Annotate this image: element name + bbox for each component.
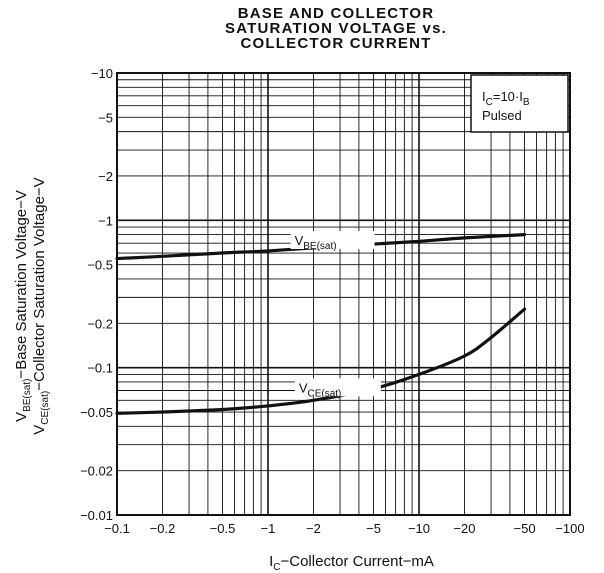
y-axis-label-line-1: VBE(sat)−Base Saturation Voltage−V bbox=[13, 190, 33, 422]
y-tick-labels: −0.01 −0.02 −0.05 −0.1 −0.2 −0.5 −1 −2 −5 −10 bbox=[80, 66, 113, 523]
x-tick-label: −50 bbox=[514, 521, 536, 536]
x-axis-label: IC−Collector Current−mA bbox=[269, 553, 434, 573]
x-tick-label: −1 bbox=[261, 521, 276, 536]
y-tick-label: −5 bbox=[98, 110, 113, 125]
y-tick-label: −0.01 bbox=[80, 508, 113, 523]
x-tick-label: −5 bbox=[366, 521, 381, 536]
x-tick-label: −0.2 bbox=[150, 521, 176, 536]
grid bbox=[117, 73, 570, 515]
y-tick-label: −0.05 bbox=[80, 405, 113, 420]
y-tick-label: −0.5 bbox=[87, 258, 113, 273]
x-tick-label: −0.5 bbox=[210, 521, 236, 536]
x-tick-label: −100 bbox=[555, 521, 584, 536]
curves: VBE(sat)VCE(sat) bbox=[117, 231, 525, 413]
y-tick-label: −1 bbox=[98, 213, 113, 228]
y-tick-label: −0.2 bbox=[87, 316, 113, 331]
x-tick-label: −0.1 bbox=[104, 521, 130, 536]
y-tick-label: −0.1 bbox=[87, 361, 113, 376]
x-tick-label: −20 bbox=[453, 521, 475, 536]
y-tick-label: −0.02 bbox=[80, 464, 113, 479]
y-axis-label-line-2: VCE(sat)−Collector Saturation Voltage−V bbox=[31, 177, 51, 434]
x-tick-labels: −0.1 −0.2 −0.5 −1 −2 −5 −10 −20 −50 −100 bbox=[104, 521, 584, 536]
condition-line-2: Pulsed bbox=[482, 108, 522, 123]
plot-frame bbox=[117, 73, 570, 515]
y-tick-label: −10 bbox=[91, 66, 113, 81]
x-tick-label: −2 bbox=[306, 521, 321, 536]
x-tick-label: −10 bbox=[408, 521, 430, 536]
y-tick-label: −2 bbox=[98, 169, 113, 184]
condition-box: IC=10·IB Pulsed bbox=[471, 75, 568, 132]
